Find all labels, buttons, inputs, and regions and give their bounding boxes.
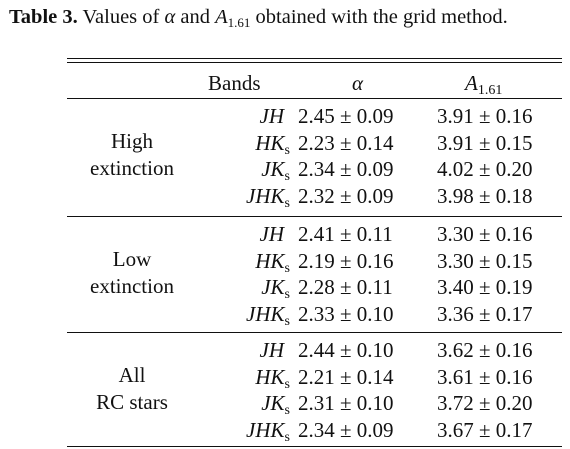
group-label-line1: Low: [112, 247, 152, 271]
alpha-value: 2.23 ± 0.14: [298, 130, 394, 155]
group-separator-rule: [67, 216, 562, 217]
band-cell: JKs: [190, 275, 290, 302]
band-name: JHK: [246, 417, 285, 442]
band-subscript: s: [284, 195, 290, 211]
band-cell: JKs: [190, 391, 290, 418]
group-label: High extinction: [68, 128, 196, 182]
band-name: HK: [255, 130, 285, 155]
a161-value: 3.91 ± 0.15: [437, 130, 533, 155]
table-caption: Table 3. Values of α and A1.61 obtained …: [9, 6, 508, 29]
caption-label: Table 3.: [9, 6, 78, 28]
alpha-value: 2.44 ± 0.10: [298, 338, 394, 362]
band-cell: HKs: [190, 364, 290, 392]
band-name: JHK: [246, 301, 285, 326]
band-name: JK: [261, 157, 285, 181]
group-label-line1: High: [111, 129, 153, 153]
band-subscript: s: [284, 429, 290, 445]
alpha-value: 2.32 ± 0.09: [298, 183, 394, 208]
band-cell: JHKs: [190, 417, 290, 445]
band-cell: JHKs: [190, 301, 290, 329]
band-subscript: s: [284, 169, 290, 184]
header-rule: [67, 98, 562, 99]
header-alpha: α: [352, 71, 364, 95]
a161-value: 4.02 ± 0.20: [437, 157, 533, 181]
band-subscript: s: [284, 142, 290, 158]
group-label-line1: All: [118, 363, 146, 387]
alpha-value: 2.28 ± 0.11: [298, 275, 393, 299]
header-a-symbol: A: [465, 71, 478, 95]
band-cell: JKs: [190, 157, 290, 184]
a161-value: 3.67 ± 0.17: [437, 417, 533, 442]
alpha-value: 2.41 ± 0.11: [298, 222, 393, 246]
band-name: JHK: [246, 183, 285, 208]
band-cell: HKs: [190, 248, 290, 276]
band-cell: JHKs: [190, 183, 290, 211]
top-rule-inner: [67, 62, 562, 64]
a161-value: 3.61 ± 0.16: [437, 364, 533, 389]
band-subscript: s: [284, 376, 290, 392]
band-cell: HKs: [190, 130, 290, 158]
band-name: JH: [259, 222, 285, 246]
caption-text-and: and: [175, 6, 216, 28]
a161-value: 3.72 ± 0.20: [437, 391, 533, 415]
band-name: JH: [259, 338, 285, 362]
caption-text-before: Values of: [77, 6, 165, 28]
bottom-rule: [67, 446, 562, 448]
alpha-value: 2.19 ± 0.16: [298, 248, 394, 273]
alpha-value: 2.34 ± 0.09: [298, 417, 394, 442]
header-a-subscript: 1.61: [477, 83, 503, 98]
band-name: JK: [261, 391, 285, 415]
caption-alpha-symbol: α: [164, 6, 176, 28]
header-a161: A1.61: [465, 71, 503, 98]
a161-value: 3.30 ± 0.16: [437, 222, 533, 246]
caption-text-after: obtained with the grid method.: [250, 6, 508, 28]
group-label-line2: extinction: [90, 156, 174, 180]
a161-value: 3.36 ± 0.17: [437, 301, 533, 326]
top-rule-outer: [67, 58, 562, 60]
group-separator-rule: [67, 332, 562, 333]
a161-value: 3.98 ± 0.18: [437, 183, 533, 208]
band-name: JH: [259, 104, 285, 128]
band-cell: JH: [190, 222, 285, 246]
band-subscript: s: [284, 313, 290, 329]
band-subscript: s: [284, 260, 290, 276]
alpha-value: 2.45 ± 0.09: [298, 104, 394, 128]
a161-value: 3.40 ± 0.19: [437, 275, 533, 299]
caption-a-subscript: 1.61: [227, 15, 251, 30]
band-subscript: s: [284, 287, 290, 302]
band-cell: JH: [190, 104, 285, 128]
group-label: Low extinction: [68, 246, 196, 300]
a161-value: 3.91 ± 0.16: [437, 104, 533, 128]
band-cell: JH: [190, 338, 285, 362]
alpha-value: 2.21 ± 0.14: [298, 364, 394, 389]
band-subscript: s: [284, 403, 290, 418]
band-name: HK: [255, 248, 285, 273]
group-label-line2: RC stars: [96, 390, 168, 414]
alpha-value: 2.31 ± 0.10: [298, 391, 394, 415]
band-name: HK: [255, 364, 285, 389]
alpha-value: 2.34 ± 0.09: [298, 157, 394, 181]
a161-value: 3.30 ± 0.15: [437, 248, 533, 273]
caption-a-symbol: A: [215, 6, 228, 28]
a161-value: 3.62 ± 0.16: [437, 338, 533, 362]
band-name: JK: [261, 275, 285, 299]
header-bands: Bands: [208, 71, 261, 95]
group-label: All RC stars: [68, 362, 196, 416]
alpha-value: 2.33 ± 0.10: [298, 301, 394, 326]
group-label-line2: extinction: [90, 274, 174, 298]
